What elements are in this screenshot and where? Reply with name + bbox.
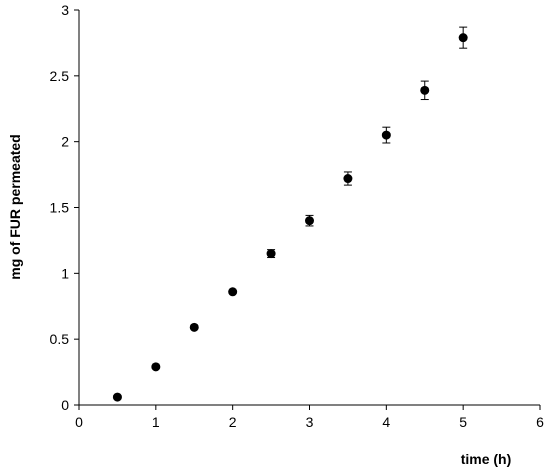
data-point (228, 287, 237, 296)
y-axis-title: mg of FUR permeated (7, 134, 23, 279)
data-point (305, 216, 314, 225)
y-tick-label: 2 (61, 134, 69, 150)
y-tick-label: 0 (61, 397, 69, 413)
x-tick-label: 5 (459, 414, 467, 430)
y-tick-label: 2.5 (50, 68, 70, 84)
y-tick-label: 3 (61, 2, 69, 18)
data-point (151, 362, 160, 371)
x-tick-label: 1 (152, 414, 160, 430)
y-tick-label: 0.5 (50, 331, 70, 347)
data-point (113, 393, 122, 402)
x-tick-label: 6 (536, 414, 544, 430)
plot-area: 0 0.5 1 1.5 2 2.5 3 0 1 2 3 4 5 6 (50, 2, 545, 430)
y-tick-label: 1.5 (50, 200, 70, 216)
data-point (459, 33, 468, 42)
x-tick-label: 4 (382, 414, 390, 430)
y-tick-label: 1 (61, 265, 69, 281)
x-tick-label: 3 (306, 414, 314, 430)
data-point (190, 323, 199, 332)
data-point (343, 174, 352, 183)
x-axis-title: time (h) (461, 451, 512, 467)
x-tick-label: 2 (229, 414, 237, 430)
data-point (420, 86, 429, 95)
x-tick-label: 0 (75, 414, 83, 430)
data-point (382, 131, 391, 140)
data-point (267, 249, 276, 258)
